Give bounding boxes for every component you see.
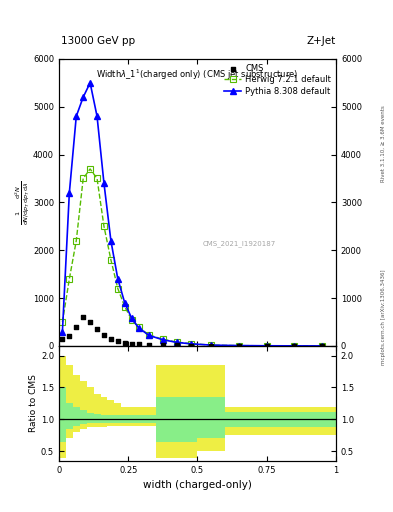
- Herwig 7.2.1 default: [88, 166, 92, 172]
- CMS: [146, 341, 152, 349]
- Pythia 8.308 default: [136, 325, 141, 331]
- Pythia 8.308 default: [188, 341, 193, 347]
- Text: Z+Jet: Z+Jet: [307, 36, 336, 46]
- Text: 13000 GeV pp: 13000 GeV pp: [61, 36, 135, 46]
- CMS: [115, 337, 121, 345]
- Pythia 8.308 default: [292, 343, 297, 349]
- Herwig 7.2.1 default: [67, 276, 72, 282]
- Herwig 7.2.1 default: [122, 304, 127, 310]
- Text: CMS_2021_I1920187: CMS_2021_I1920187: [203, 241, 276, 247]
- CMS: [174, 342, 180, 350]
- Herwig 7.2.1 default: [320, 343, 325, 349]
- Pythia 8.308 default: [74, 113, 79, 119]
- CMS: [160, 341, 166, 349]
- Herwig 7.2.1 default: [264, 343, 269, 349]
- Herwig 7.2.1 default: [116, 286, 120, 292]
- CMS: [129, 339, 135, 348]
- CMS: [87, 318, 93, 326]
- Herwig 7.2.1 default: [188, 340, 193, 347]
- Herwig 7.2.1 default: [81, 176, 86, 182]
- Pythia 8.308 default: [122, 300, 127, 306]
- Herwig 7.2.1 default: [160, 336, 165, 343]
- Pythia 8.308 default: [160, 337, 165, 343]
- Pythia 8.308 default: [237, 343, 241, 349]
- CMS: [208, 342, 215, 350]
- CMS: [94, 325, 100, 333]
- Herwig 7.2.1 default: [95, 176, 99, 182]
- Herwig 7.2.1 default: [108, 257, 113, 263]
- Herwig 7.2.1 default: [60, 319, 65, 325]
- CMS: [73, 323, 79, 331]
- Pythia 8.308 default: [95, 113, 99, 119]
- Pythia 8.308 default: [264, 343, 269, 349]
- CMS: [236, 342, 242, 350]
- Herwig 7.2.1 default: [74, 238, 79, 244]
- CMS: [291, 342, 298, 350]
- X-axis label: width (charged-only): width (charged-only): [143, 480, 252, 490]
- Text: mcplots.cern.ch [arXiv:1306.3436]: mcplots.cern.ch [arXiv:1306.3436]: [381, 270, 386, 365]
- Herwig 7.2.1 default: [129, 316, 134, 323]
- Pythia 8.308 default: [108, 238, 113, 244]
- Herwig 7.2.1 default: [147, 332, 151, 338]
- Herwig 7.2.1 default: [102, 223, 107, 229]
- Pythia 8.308 default: [102, 180, 107, 186]
- Line: Pythia 8.308 default: Pythia 8.308 default: [60, 80, 325, 349]
- Y-axis label: Ratio to CMS: Ratio to CMS: [29, 374, 38, 432]
- Pythia 8.308 default: [147, 332, 151, 338]
- Line: Herwig 7.2.1 default: Herwig 7.2.1 default: [60, 166, 325, 349]
- CMS: [121, 338, 128, 347]
- Pythia 8.308 default: [209, 342, 214, 348]
- CMS: [108, 335, 114, 344]
- Pythia 8.308 default: [67, 190, 72, 196]
- Pythia 8.308 default: [81, 94, 86, 100]
- Herwig 7.2.1 default: [136, 324, 141, 330]
- CMS: [59, 335, 66, 343]
- Y-axis label: $\frac{1}{\mathrm{d}N/\mathrm{d}p_T}\frac{\mathrm{d}^2N}{\mathrm{d}p_T\,\mathrm{: $\frac{1}{\mathrm{d}N/\mathrm{d}p_T}\fra…: [13, 180, 31, 225]
- Pythia 8.308 default: [320, 343, 325, 349]
- Legend: CMS, Herwig 7.2.1 default, Pythia 8.308 default: CMS, Herwig 7.2.1 default, Pythia 8.308 …: [221, 60, 334, 99]
- CMS: [136, 340, 142, 348]
- Pythia 8.308 default: [88, 80, 92, 86]
- CMS: [101, 331, 107, 339]
- CMS: [264, 342, 270, 350]
- Herwig 7.2.1 default: [174, 339, 179, 345]
- CMS: [66, 332, 72, 340]
- Herwig 7.2.1 default: [209, 342, 214, 348]
- Herwig 7.2.1 default: [237, 343, 241, 349]
- Pythia 8.308 default: [174, 339, 179, 346]
- CMS: [80, 313, 86, 322]
- Pythia 8.308 default: [116, 276, 120, 282]
- CMS: [319, 342, 325, 350]
- Herwig 7.2.1 default: [292, 343, 297, 349]
- Pythia 8.308 default: [60, 329, 65, 335]
- Pythia 8.308 default: [129, 315, 134, 322]
- Text: Rivet 3.1.10, ≥ 3.6M events: Rivet 3.1.10, ≥ 3.6M events: [381, 105, 386, 182]
- Text: Width$\lambda$_1$^1$(charged only) (CMS jet substructure): Width$\lambda$_1$^1$(charged only) (CMS …: [96, 68, 299, 82]
- CMS: [187, 342, 194, 350]
